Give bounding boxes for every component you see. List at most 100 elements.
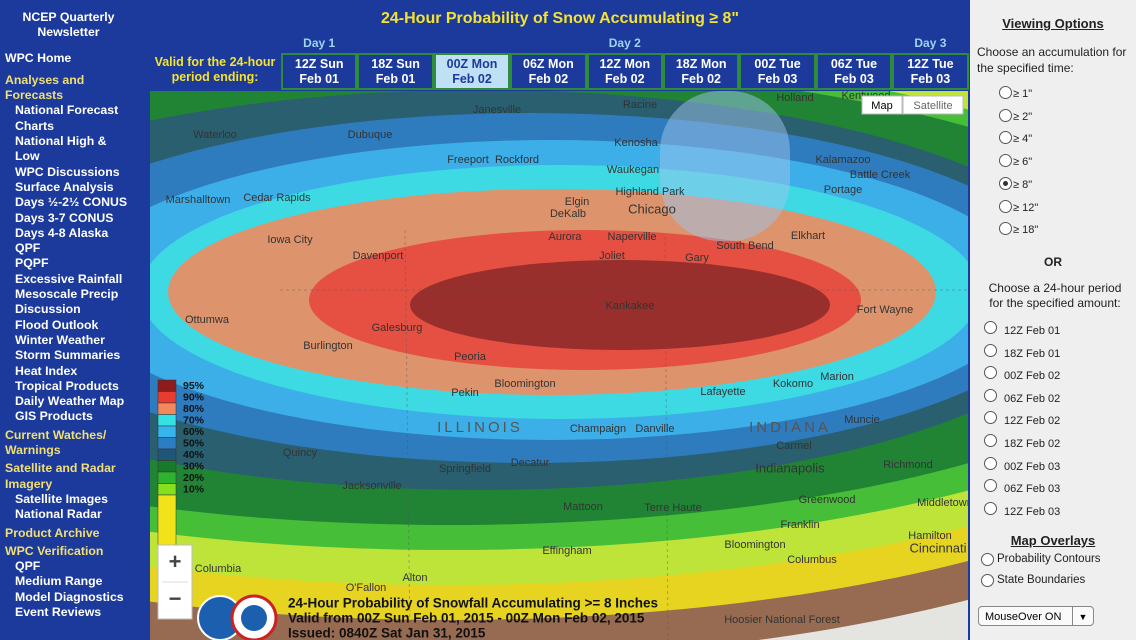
place-label: Marion	[820, 371, 854, 383]
period-cell[interactable]: 18Z Sun Feb 01	[357, 53, 434, 90]
place-label: Dubuque	[348, 129, 393, 141]
nav-link[interactable]: Mesoscale Precip Discussion	[15, 287, 119, 317]
nav-link[interactable]: NCEP Quarterly Newsletter	[22, 10, 115, 40]
nav-link[interactable]: Model Diagnostics	[15, 589, 124, 604]
period-cell[interactable]: 00Z Mon Feb 02	[433, 53, 511, 90]
nav-link[interactable]: Satellite Images	[15, 491, 108, 506]
place-label: Carmel	[776, 440, 811, 452]
overlay-radio[interactable]	[981, 573, 994, 587]
nav-link[interactable]: Storm Summaries	[15, 348, 121, 363]
place-label: Rockford	[495, 154, 539, 166]
nav-link[interactable]: QPF	[15, 241, 41, 256]
nav-link[interactable]: Flood Outlook	[15, 317, 99, 332]
accumulation-label: ≥ 18"	[1013, 224, 1039, 237]
nav-heading[interactable]: WPC Verification	[5, 543, 104, 558]
map-type-button[interactable]	[861, 95, 903, 115]
nav-link[interactable]: Daily Weather Map	[15, 394, 125, 409]
place-label: Naperville	[608, 231, 657, 243]
zoom-button[interactable]: −	[169, 586, 182, 611]
period-radio[interactable]	[984, 501, 997, 515]
nav-link[interactable]: National High & Low	[15, 134, 107, 164]
nav-link[interactable]: National Radar	[15, 507, 102, 522]
period-radio[interactable]	[984, 343, 997, 357]
place-label: Bloomington	[494, 378, 555, 390]
accumulation-radio[interactable]	[999, 199, 1012, 213]
place-label: Iowa City	[267, 234, 313, 246]
nav-heading[interactable]: Analyses and Forecasts	[5, 72, 85, 103]
nav-heading[interactable]: Product Archive	[5, 525, 100, 540]
legend-swatch	[157, 414, 177, 427]
period-cell[interactable]: 12Z Mon Feb 02	[586, 53, 663, 90]
accumulation-radio[interactable]	[999, 86, 1012, 99]
period-cell[interactable]: 12Z Tue Feb 03	[892, 53, 969, 90]
accumulation-radio[interactable]	[999, 222, 1012, 236]
nav-link[interactable]: Days 4-8 Alaska	[15, 225, 109, 240]
nav-link[interactable]: WPC Home	[5, 50, 72, 65]
valid-label: Valid for the 24-hour period ending:	[154, 55, 276, 84]
place-label: Hamilton	[908, 530, 951, 542]
period-label: 00Z Feb 03	[1004, 460, 1061, 473]
accumulation-radio[interactable]	[999, 131, 1012, 145]
period-radio[interactable]	[984, 321, 997, 334]
accumulation-radio[interactable]	[999, 108, 1012, 122]
period-cell[interactable]: 12Z Sun Feb 01	[281, 53, 358, 90]
period-time: 12Z Tue	[907, 57, 954, 71]
nav-link[interactable]: Excessive Rainfall	[15, 271, 123, 286]
place-label: Waukegan	[607, 164, 659, 176]
nav-link[interactable]: PQPF	[15, 256, 49, 271]
period-date: Feb 01	[299, 72, 339, 86]
accumulation-radio[interactable]	[999, 176, 1012, 190]
nav-heading[interactable]: Current Watches/ Warnings	[5, 427, 107, 458]
place-label: Joliet	[599, 250, 625, 262]
nav-link[interactable]: QPF	[15, 559, 41, 574]
mouseover-select[interactable]: MouseOver ON ▼	[978, 606, 1094, 626]
legend-label: 95%	[183, 380, 205, 392]
nav-link[interactable]: Days 3-7 CONUS	[15, 210, 114, 225]
nav-link[interactable]: Winter Weather	[15, 332, 105, 347]
product-title: 24-Hour Probability of Snow Accumulating…	[380, 10, 740, 27]
nav-link[interactable]: WPC Discussions	[15, 164, 120, 179]
legend-label: 10%	[183, 483, 205, 495]
day-label: Day 1	[303, 36, 336, 50]
legend-label: 60%	[183, 426, 205, 438]
period-time: 06Z Tue	[830, 57, 878, 71]
nav-link[interactable]: Event Reviews	[15, 604, 102, 619]
place-label: Burlington	[303, 340, 353, 352]
period-radio[interactable]	[984, 479, 997, 493]
state-line	[280, 229, 968, 640]
map-type-label: Satellite	[913, 100, 952, 112]
period-cell[interactable]: 06Z Mon Feb 02	[510, 53, 587, 90]
period-label: 12Z Feb 01	[1004, 325, 1061, 337]
map-type-button[interactable]	[902, 95, 964, 115]
place-label: Terre Haute	[644, 502, 701, 514]
place-label: Gary	[685, 252, 709, 264]
period-date: Feb 01	[375, 72, 416, 86]
period-prompt: Choose a 24-hour period for the specifie…	[988, 281, 1122, 310]
nav-link[interactable]: Heat Index	[15, 363, 78, 378]
overlay-radio[interactable]	[981, 553, 994, 566]
nav-link[interactable]: Medium Range	[15, 574, 103, 589]
legend-label: 90%	[183, 391, 205, 403]
nav-link[interactable]: Tropical Products	[15, 378, 119, 393]
nav-link[interactable]: GIS Products	[15, 409, 93, 424]
period-radio[interactable]	[984, 456, 997, 470]
period-date: Feb 02	[681, 72, 721, 86]
place-label: Racine	[623, 99, 657, 111]
zoom-button[interactable]: +	[169, 549, 182, 574]
nav-link[interactable]: Surface Analysis	[15, 179, 114, 194]
period-radio[interactable]	[984, 434, 997, 447]
accumulation-radio[interactable]	[999, 154, 1012, 168]
period-cell[interactable]: 06Z Tue Feb 03	[815, 53, 893, 90]
nav-heading[interactable]: Satellite and Radar Imagery	[5, 461, 116, 491]
period-cell[interactable]: 00Z Tue Feb 03	[739, 53, 816, 90]
nav-link[interactable]: Days ½-2½ CONUS	[15, 195, 128, 210]
period-label: 18Z Feb 02	[1004, 438, 1061, 450]
period-radio[interactable]	[984, 366, 997, 380]
period-cell[interactable]: 18Z Mon Feb 02	[663, 53, 740, 90]
period-radio[interactable]	[984, 388, 997, 402]
period-time: 12Z Mon	[599, 57, 651, 71]
period-radio[interactable]	[984, 411, 997, 425]
place-label: South Bend	[716, 240, 774, 252]
nav-link[interactable]: National Forecast Charts	[15, 103, 119, 133]
